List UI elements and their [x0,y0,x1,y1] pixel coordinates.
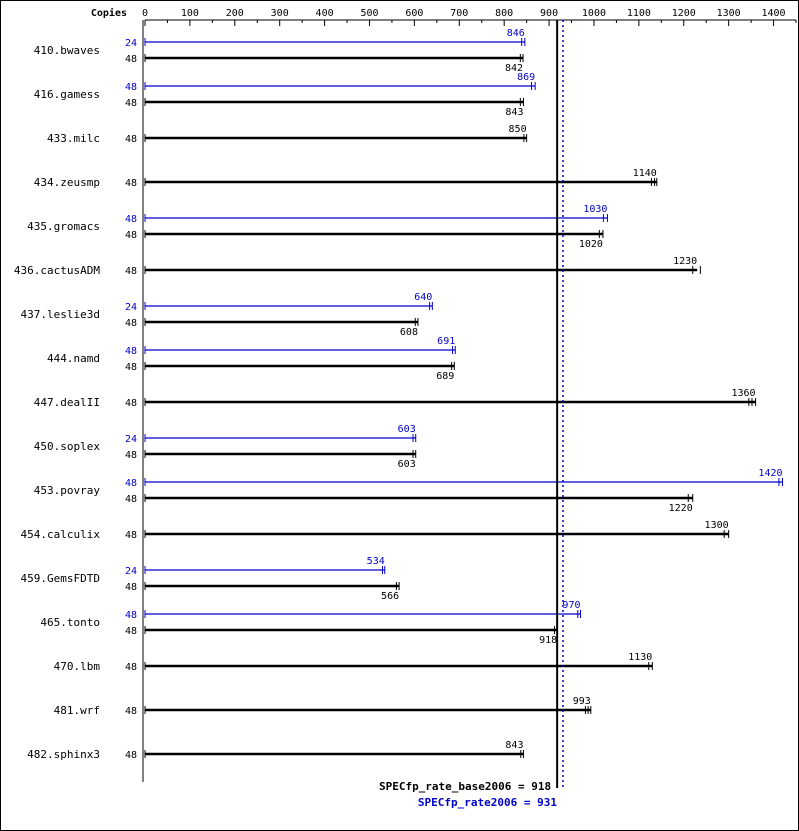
copies-label: 48 [125,450,137,461]
copies-label: 48 [125,750,137,761]
benchmark-label: 437.leslie3d [21,308,100,321]
value-label: 1140 [633,168,657,179]
x-tick-label: 900 [540,8,558,19]
chart-bg [0,0,799,831]
benchmark-label: 470.lbm [54,660,101,673]
copies-label: 48 [125,346,137,357]
benchmark-label: 434.zeusmp [34,176,100,189]
value-label: 1360 [731,388,755,399]
copies-label: 48 [125,134,137,145]
value-label: 970 [562,600,580,611]
benchmark-label: 433.milc [47,132,100,145]
x-tick-label: 400 [316,8,334,19]
copies-label: 24 [125,566,137,577]
copies-label: 48 [125,178,137,189]
copies-label: 48 [125,266,137,277]
value-label: 1030 [583,204,607,215]
copies-label: 48 [125,230,137,241]
value-label: 1300 [705,520,729,531]
benchmark-label: 447.dealII [34,396,100,409]
copies-label: 48 [125,530,137,541]
benchmark-label: 450.soplex [34,440,101,453]
benchmark-label: 435.gromacs [27,220,100,233]
copies-label: 48 [125,494,137,505]
copies-label: 48 [125,318,137,329]
copies-label: 48 [125,82,137,93]
value-label: 1420 [758,468,782,479]
value-label: 566 [381,591,399,602]
x-tick-label: 100 [181,8,199,19]
copies-label: 48 [125,398,137,409]
copies-label: 24 [125,302,137,313]
copies-label: 24 [125,434,137,445]
x-tick-label: 600 [405,8,423,19]
value-label: 850 [509,124,527,135]
benchmark-label: 410.bwaves [34,44,100,57]
benchmark-label: 465.tonto [40,616,100,629]
copies-label: 48 [125,54,137,65]
value-label: 918 [539,635,557,646]
ref-label-peak: SPECfp_rate2006 = 931 [418,796,557,809]
value-label: 1130 [628,652,652,663]
x-tick-label: 700 [450,8,468,19]
benchmark-label: 481.wrf [54,704,100,717]
value-label: 603 [398,424,416,435]
benchmark-label: 482.sphinx3 [27,748,100,761]
x-tick-label: 0 [142,8,148,19]
ref-label-base: SPECfp_rate_base2006 = 918 [379,780,551,793]
value-label: 1230 [673,256,697,267]
copies-label: 24 [125,38,137,49]
copies-label: 48 [125,478,137,489]
x-tick-label: 300 [271,8,289,19]
copies-label: 48 [125,582,137,593]
value-label: 1220 [669,503,693,514]
value-label: 689 [436,371,454,382]
x-tick-label: 1300 [717,8,741,19]
x-tick-label: 1000 [582,8,606,19]
benchmark-label: 459.GemsFDTD [21,572,100,585]
value-label: 993 [573,696,591,707]
value-label: 846 [507,28,525,39]
value-label: 1020 [579,239,603,250]
copies-label: 48 [125,706,137,717]
copies-label: 48 [125,98,137,109]
x-tick-label: 1400 [762,8,786,19]
benchmark-label: 453.povray [34,484,101,497]
value-label: 843 [505,107,523,118]
value-label: 640 [414,292,432,303]
axis-title: Copies [91,7,127,19]
spec-chart: 0 100 200 300 400 500 600 700 800 900 1000 1100 1200… [0,0,799,831]
x-tick-label: 1200 [672,8,696,19]
x-tick-label: 200 [226,8,244,19]
x-tick-label: 800 [495,8,513,19]
copies-label: 48 [125,626,137,637]
value-label: 608 [400,327,418,338]
copies-label: 48 [125,214,137,225]
benchmark-label: 436.cactusADM [14,264,100,277]
value-label: 603 [398,459,416,470]
x-tick-label: 1100 [627,8,651,19]
copies-label: 48 [125,362,137,373]
value-label: 691 [437,336,455,347]
benchmark-label: 444.namd [47,352,100,365]
copies-label: 48 [125,662,137,673]
value-label: 869 [517,72,535,83]
benchmark-label: 454.calculix [21,528,101,541]
benchmark-label: 416.gamess [34,88,100,101]
value-label: 534 [367,556,385,567]
copies-label: 48 [125,610,137,621]
x-tick-label: 500 [360,8,378,19]
value-label: 843 [505,740,523,751]
